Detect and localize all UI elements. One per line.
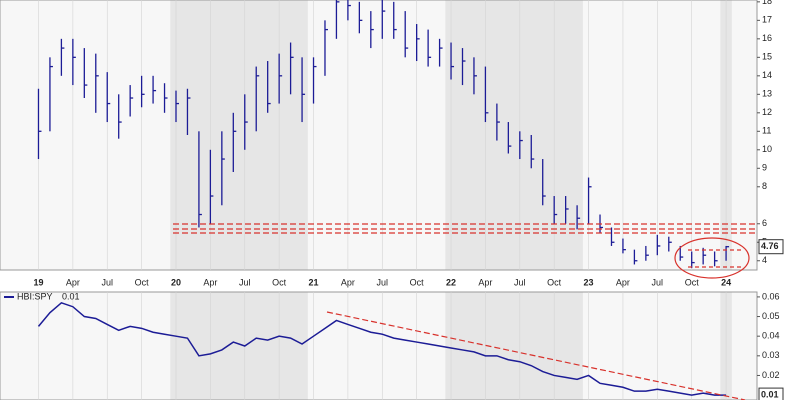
x-tick-label: Oct	[272, 277, 287, 287]
y-tick-label: 14	[762, 70, 772, 80]
y-tick-label: 4	[762, 255, 767, 265]
x-tick-label: Oct	[685, 277, 700, 287]
y-tick-label: 0.05	[762, 311, 780, 321]
y-tick-label: 6	[762, 218, 767, 228]
trend-line	[326, 311, 746, 400]
y-tick-label: 0.03	[762, 350, 780, 360]
x-tick-label: 21	[309, 277, 319, 287]
x-tick-label: Apr	[341, 277, 355, 287]
y-tick-label: 0.04	[762, 331, 780, 341]
x-tick-label: Apr	[478, 277, 492, 287]
marks	[37, 0, 730, 396]
y-tick-label: 17	[762, 15, 772, 25]
last-value-box	[758, 239, 784, 255]
y-tick-label: 0.06	[762, 291, 780, 301]
y-tick-label: 10	[762, 144, 772, 154]
y-tick-label: 8	[762, 181, 767, 191]
legend: HBI:SPY 0.01	[4, 291, 80, 301]
last-value-label: 4.76	[761, 241, 779, 251]
y-tick-label: 16	[762, 33, 772, 43]
ratio-line	[37, 301, 727, 396]
highlight-ellipse	[674, 237, 750, 279]
y-tick-label: 11	[762, 126, 771, 136]
panel	[0, 0, 758, 271]
x-tick-label: Oct	[410, 277, 425, 287]
x-tick-label: Jul	[101, 277, 113, 287]
x-tick-label: Jul	[377, 277, 389, 287]
annotations	[173, 223, 757, 400]
x-tick-label: Apr	[66, 277, 80, 287]
year-shade	[170, 0, 308, 270]
x-tick-label: Apr	[616, 277, 630, 287]
legend-label: HBI:SPY	[17, 291, 53, 301]
y-tick-label: 18	[762, 0, 772, 6]
x-tick-label: Jul	[239, 277, 251, 287]
legend-value: 0.01	[62, 291, 80, 301]
year-shade	[445, 0, 583, 270]
x-tick-label: 19	[33, 277, 43, 287]
year-shade	[445, 292, 583, 400]
x-tick-label: 20	[171, 277, 181, 287]
last-value-label: 0.01	[761, 389, 779, 399]
y-tick-label: 15	[762, 52, 772, 62]
x-tick-label: Jul	[514, 277, 526, 287]
last-value-box	[758, 387, 784, 400]
year-shade	[170, 292, 308, 400]
y-tick-label: 9	[762, 163, 767, 173]
panel	[0, 291, 758, 400]
y-tick-label: 0.02	[762, 370, 780, 380]
y-tick-label: 12	[762, 107, 772, 117]
x-tick-label: Apr	[203, 277, 217, 287]
x-tick-label: 23	[584, 277, 594, 287]
x-tick-label: 24	[721, 277, 731, 287]
x-tick-label: Jul	[652, 277, 664, 287]
y-tick-label: 13	[762, 89, 772, 99]
x-tick-label: Oct	[135, 277, 150, 287]
x-tick-label: Oct	[547, 277, 562, 287]
x-tick-label: 22	[446, 277, 456, 287]
background	[0, 0, 758, 400]
